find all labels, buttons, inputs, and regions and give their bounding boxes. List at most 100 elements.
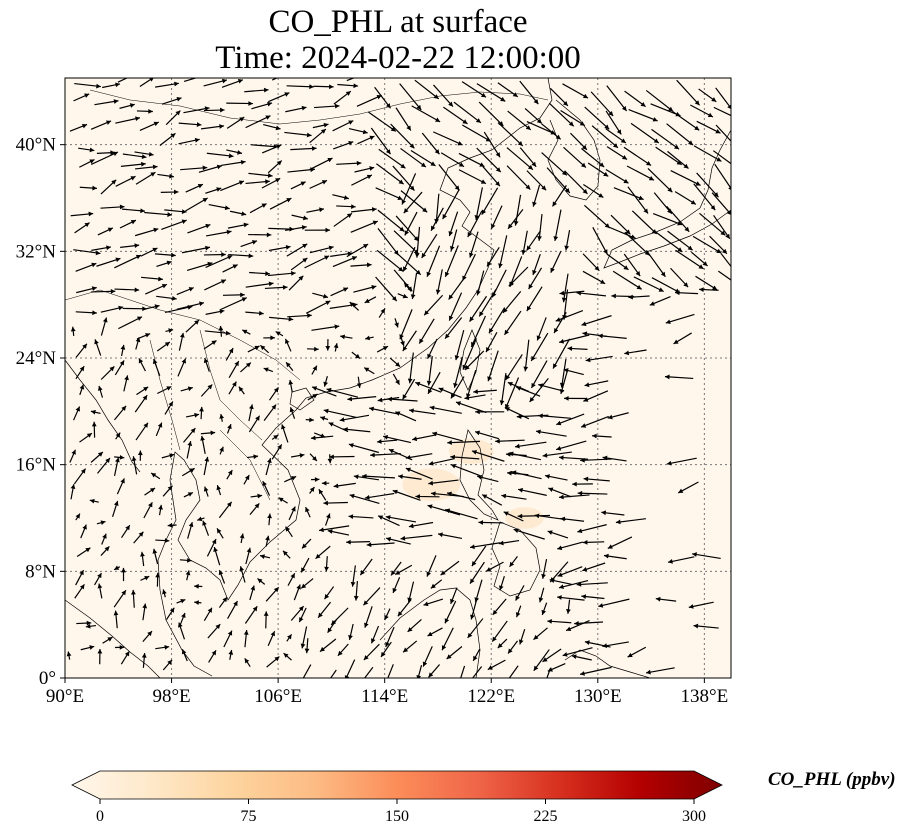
wind-arrow	[481, 494, 503, 506]
wind-arrow	[581, 148, 605, 168]
wind-arrow	[185, 183, 204, 193]
wind-arrow	[167, 522, 177, 528]
wind-arrow	[590, 91, 614, 117]
wind-arrow	[450, 463, 481, 477]
wind-arrow	[532, 253, 541, 276]
wind-arrow	[269, 197, 292, 210]
wind-arrow	[670, 169, 701, 186]
wind-arrow	[76, 620, 92, 626]
wind-arrow	[395, 107, 412, 131]
wind-arrow	[503, 310, 522, 336]
wind-arrow	[89, 498, 99, 504]
wind-arrow	[713, 214, 731, 240]
wind-arrow	[205, 187, 222, 194]
wind-arrow	[307, 393, 318, 401]
wind-arrow	[427, 338, 438, 360]
wind-arrow	[696, 172, 719, 198]
wind-arrow	[286, 633, 293, 642]
wind-arrow	[583, 476, 610, 482]
wind-arrow	[304, 638, 310, 654]
wind-arrow	[533, 627, 548, 641]
wind-arrow	[244, 87, 269, 93]
wind-arrow	[304, 255, 330, 269]
wind-arrow	[202, 520, 210, 536]
wind-arrow	[561, 273, 569, 303]
lat-tick-label: 32°N	[16, 241, 57, 262]
wind-arrow	[547, 663, 566, 672]
wind-arrow	[140, 276, 163, 282]
wind-arrow	[155, 538, 170, 543]
wind-arrow	[688, 601, 714, 609]
wind-arrow	[302, 664, 312, 678]
colorbar-gradient	[71, 770, 723, 800]
wind-arrow	[73, 93, 90, 102]
wind-arrow	[275, 330, 284, 337]
wind-arrow	[289, 407, 296, 419]
wind-arrow	[320, 416, 329, 421]
wind-arrow	[177, 358, 187, 377]
wind-arrow	[268, 245, 291, 252]
wind-arrow	[528, 267, 543, 290]
wind-arrow	[350, 565, 356, 587]
wind-arrow	[248, 415, 261, 433]
wind-arrow	[498, 235, 508, 269]
wind-arrow	[401, 173, 417, 205]
wind-arrow	[411, 105, 441, 123]
wind-arrow	[223, 630, 233, 648]
wind-arrow	[400, 534, 433, 541]
wind-arrow	[538, 587, 545, 603]
wind-arrow	[544, 474, 568, 481]
wind-arrow	[262, 480, 271, 496]
wind-arrow	[402, 378, 416, 400]
plot-title: CO_PHL at surface Time: 2024-02-22 12:00…	[65, 4, 731, 76]
wind-arrow	[476, 147, 502, 173]
wind-arrow	[73, 406, 81, 421]
wind-arrow	[165, 110, 181, 126]
wind-arrow	[136, 386, 149, 396]
lat-tick-label: 40°N	[16, 135, 57, 156]
wind-arrow	[407, 581, 415, 603]
wind-arrow	[74, 583, 85, 599]
wind-arrow	[336, 160, 362, 166]
wind-arrow	[269, 387, 279, 401]
map-frame	[64, 77, 732, 679]
wind-arrow	[383, 434, 411, 444]
wind-arrow	[440, 560, 460, 576]
wind-arrow	[518, 628, 526, 645]
wind-arrow	[245, 547, 252, 565]
wind-arrow	[529, 377, 549, 403]
wind-arrow	[133, 531, 144, 544]
wind-arrow	[471, 450, 505, 462]
wind-arrow	[468, 231, 479, 258]
wind-arrow	[714, 163, 731, 191]
wind-arrow	[541, 152, 568, 176]
wind-arrow	[541, 602, 548, 616]
wind-arrow	[249, 585, 256, 601]
wind-arrow	[370, 625, 380, 644]
wind-arrow	[228, 253, 254, 259]
wind-arrow	[94, 99, 119, 106]
wind-arrow	[333, 90, 352, 105]
wind-arrow	[653, 192, 673, 215]
wind-arrow	[207, 623, 221, 639]
wind-arrow	[240, 362, 252, 373]
wind-arrow	[75, 569, 85, 586]
wind-arrow	[78, 147, 95, 153]
wind-arrow	[100, 305, 124, 313]
wind-arrow	[364, 492, 395, 500]
wind-arrow	[363, 666, 374, 678]
wind-arrow	[433, 131, 463, 146]
wind-arrow	[310, 435, 334, 441]
wind-arrow	[91, 421, 97, 438]
wind-arrow	[399, 83, 422, 111]
wind-arrow	[219, 446, 224, 455]
wind-arrow	[73, 468, 87, 485]
wind-arrow	[645, 89, 674, 112]
plot-title-line2: Time: 2024-02-22 12:00:00	[215, 40, 581, 76]
wind-arrow	[339, 414, 370, 423]
wind-arrow	[709, 235, 728, 255]
wind-arrow	[311, 386, 337, 397]
wind-arrow	[243, 474, 250, 485]
wind-arrow	[628, 109, 658, 122]
wind-arrow	[577, 490, 608, 496]
